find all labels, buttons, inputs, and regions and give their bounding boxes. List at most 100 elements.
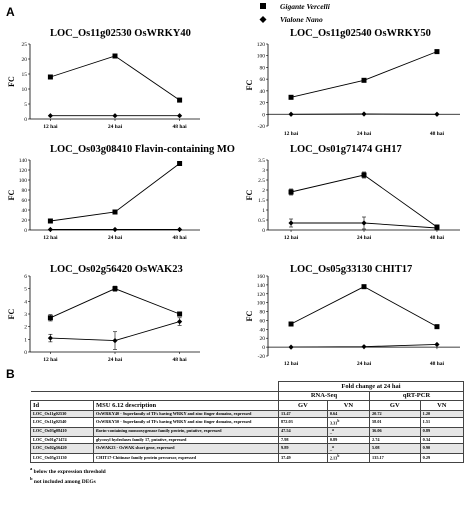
y-tick-label: 5 [24,287,27,293]
data-point-diamond [47,335,53,341]
cell-q-gv: 58.01 [369,417,421,428]
y-tick-label: 140 [19,158,28,164]
table-row: LOC_Os11g02530 OsWRKY40 - Superfamily of… [30,409,465,419]
y-tick-label: 5 [24,102,27,108]
data-point-diamond [288,344,294,350]
cell-rs-vn: 2.13b [326,452,371,464]
y-tick-label: 100 [257,301,266,307]
y-tick-label: 120 [257,42,266,48]
data-point-square [177,161,183,166]
y-tick-label: 0 [24,117,27,123]
y-tick-label: 140 [257,283,266,289]
y-axis-label: FC [245,79,254,90]
data-point-square [112,209,118,215]
x-tick-label: 24 hai [357,235,372,241]
x-tick-label: 12 hai [43,235,58,241]
table-rs-vn-header: VN [326,400,371,411]
cell-rs-vn: _a [326,426,371,438]
cell-rs-gv: 13.47 [278,409,328,419]
cell-q-vn: 1.51 [419,417,465,428]
chart-title: LOC_Os11g02530 OsWRKY40 [50,28,191,39]
y-tick-label: 0 [262,228,265,234]
y-tick-label: 0 [262,112,265,118]
data-point-square [361,284,367,290]
cell-id: LOC_Os11g02530 [30,409,94,419]
data-point-square [434,49,440,55]
chart-panel: LOC_Os01g71474 GH17 0 0.5 1 1.5 2 2.5 3 3.5 12 ha… [245,144,460,241]
footnote-marker: b [337,418,340,423]
footnote-marker: a [331,444,334,449]
y-tick-label: 2 [262,188,265,194]
x-tick-label: 12 hai [284,131,299,137]
fold-change-table-container: B Fold change at 24 hai RNA-Seq qRT-PCR … [6,367,465,464]
y-axis-label: FC [245,189,254,200]
data-point-square [47,74,53,80]
legend-diamond-icon [259,16,267,23]
chart-panel: LOC_Os11g02540 OsWRKY50 -20 0 20 40 60 80 100 12… [245,28,460,137]
y-tick-label: 60 [22,198,28,204]
table-q-gv-header: GV [369,400,421,411]
cell-rs-vn: 3.31b [326,417,371,428]
series-line-gigante [290,51,438,98]
y-tick-label: 20 [260,101,266,107]
table-row: LOC_Os05g33130 CHIT17-Chitinase family p… [30,452,465,464]
y-tick-label: 3 [262,168,265,174]
chart-title: LOC_Os05g33130 CHIT17 [290,264,412,275]
data-point-diamond [177,226,183,233]
y-tick-label: 80 [22,188,28,194]
data-point-square [112,286,118,292]
footnote-marker: b [337,454,340,459]
chart-panel: LOC_Os11g02530 OsWRKY40 0 5 10 15 20 25 12 hai 2… [7,28,200,130]
data-point-square [47,218,53,224]
cell-id: LOC_Os02g56420 [30,443,94,454]
cell-q-vn: 0.90 [419,443,465,454]
y-axis-label: FC [7,308,16,319]
y-tick-label: -20 [258,354,266,360]
fold-change-table: Fold change at 24 hai RNA-Seq qRT-PCR Id… [30,381,465,464]
table-group-header: Fold change at 24 hai [278,381,464,392]
x-tick-label: 48 hai [172,124,187,130]
table-id-header: Id [30,400,94,411]
table-footnotes: a below the expression threshold b not i… [30,466,106,485]
cell-q-gv: 135.17 [369,452,421,464]
y-tick-label: 40 [260,89,266,95]
panel-a-label: A [6,5,15,19]
footnote-marker: a [30,466,33,471]
y-tick-label: 10 [22,87,28,93]
data-point-square [434,324,440,330]
cell-rs-gv: 37.49 [278,452,328,464]
x-tick-label: 12 hai [43,124,58,130]
chart-title: LOC_Os01g71474 GH17 [290,144,402,155]
y-tick-label: 100 [19,178,28,184]
cell-q-gv: 2.74 [369,436,421,445]
data-point-diamond [177,319,183,325]
x-tick-label: 48 hai [430,235,445,241]
cell-desc: OsWRKY40 - Superfamily of TFs having WRK… [93,409,279,419]
cell-rs-gv: 47.54 [278,426,328,438]
data-point-square [47,315,53,321]
cell-q-vn: 0.89 [419,426,465,438]
cell-q-vn: 1.20 [419,409,465,419]
data-point-square [177,311,183,317]
data-point-square [112,53,118,59]
x-tick-label: 24 hai [108,357,123,363]
data-point-square [288,189,294,195]
y-axis-label: FC [7,189,16,200]
data-point-diamond [361,111,367,117]
y-tick-label: 40 [22,208,28,214]
table-row: LOC_Os03g08410 flavin-containing monooxy… [30,426,465,438]
y-tick-label: 2 [24,325,27,331]
cell-rs-gv: 9.89 [278,443,328,454]
data-point-diamond [112,226,118,233]
table-row: LOC_Os11g02540 OsWRKY50 - Superfamily of… [30,417,465,428]
chart-title: LOC_Os02g56420 OsWAK23 [50,264,183,275]
data-point-diamond [47,226,53,233]
y-tick-label: 120 [19,168,28,174]
data-point-diamond [288,111,294,117]
y-tick-label: 20 [22,57,28,63]
footnote-marker: b [30,475,33,481]
table-q-vn-header: VN [419,400,465,411]
cell-rs-vn: 0.89 [326,436,371,445]
data-point-diamond [434,111,440,117]
